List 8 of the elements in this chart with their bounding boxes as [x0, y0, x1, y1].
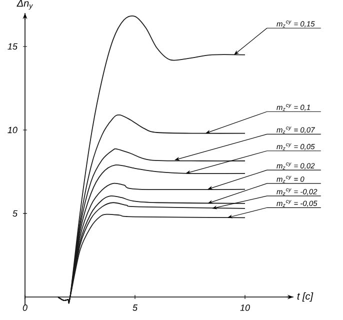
y-tick-label: 5	[12, 210, 18, 217]
y-axis-title: Δn$_{y}$	[16, 0, 33, 10]
y-tick-label: 15	[8, 43, 18, 50]
x-tick-label: 5	[132, 304, 138, 311]
x-tick-label: 10	[240, 304, 250, 311]
y-tick-label: 10	[8, 126, 18, 134]
x-axis-title: t [с]	[297, 292, 314, 302]
x-tick-label: 0	[22, 304, 28, 311]
